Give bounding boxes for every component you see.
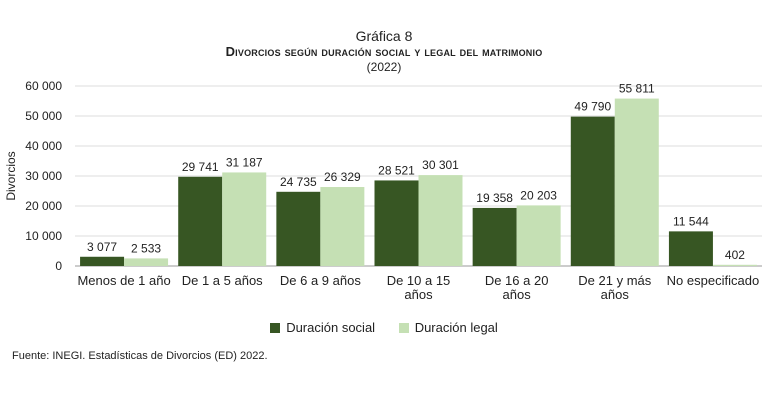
chart-year: (2022) — [366, 60, 402, 74]
y-tick-label: 10 000 — [25, 229, 62, 243]
y-axis-label: Divorcios — [4, 151, 18, 200]
chart-label: Gráfica 8 — [355, 28, 413, 44]
bar-social — [570, 116, 615, 266]
category-label: años — [503, 287, 532, 302]
data-label-legal: 26 329 — [324, 170, 361, 184]
category-label: años — [601, 287, 630, 302]
legend-item-social: Duración social — [270, 320, 375, 335]
legend-swatch-legal — [398, 322, 409, 333]
data-label-legal: 55 811 — [619, 82, 655, 96]
data-label-social: 24 735 — [280, 175, 317, 189]
data-label-legal: 31 187 — [226, 155, 263, 169]
category-label: De 10 a 15 — [387, 273, 451, 288]
category-label: De 1 a 5 años — [182, 273, 263, 288]
category-label: De 16 a 20 — [485, 273, 549, 288]
y-tick-label: 0 — [55, 259, 62, 273]
category-label: De 21 y más — [578, 273, 651, 288]
y-tick-label: 60 000 — [25, 79, 62, 93]
category-label: De 6 a 9 años — [280, 273, 361, 288]
bar-legal — [516, 205, 561, 266]
bar-legal — [418, 175, 463, 266]
y-tick-label: 20 000 — [25, 199, 62, 213]
bar-legal — [320, 187, 365, 266]
legend: Duración social Duración legal — [0, 320, 768, 336]
data-label-social: 11 544 — [673, 214, 709, 228]
bar-legal — [712, 264, 757, 266]
bar-legal — [614, 98, 659, 266]
y-tick-label: 30 000 — [25, 169, 62, 183]
data-label-legal: 402 — [725, 248, 745, 262]
data-label-social: 28 521 — [378, 163, 415, 177]
legend-item-legal: Duración legal — [398, 320, 498, 335]
data-label-legal: 20 203 — [520, 188, 557, 202]
data-label-legal: 2 533 — [131, 241, 161, 255]
legend-label-social: Duración social — [286, 320, 376, 335]
data-label-legal: 30 301 — [422, 158, 459, 172]
y-tick-label: 40 000 — [25, 139, 62, 153]
bar-social — [374, 180, 419, 266]
bar-social — [276, 191, 321, 266]
bar-legal — [124, 258, 169, 266]
bar-legal — [222, 172, 267, 266]
source-note: Fuente: INEGI. Estadísticas de Divorcios… — [12, 350, 268, 362]
category-label: años — [404, 287, 433, 302]
data-label-social: 29 741 — [182, 160, 219, 174]
bar-social — [178, 176, 223, 266]
legend-label-legal: Duración legal — [414, 320, 498, 335]
data-label-social: 19 358 — [476, 191, 513, 205]
chart-header: Gráfica 8 Divorcios según duración socia… — [0, 28, 768, 75]
data-label-social: 3 077 — [87, 240, 117, 254]
bar-social — [80, 256, 125, 266]
category-label: No especificado — [667, 273, 760, 288]
legend-swatch-social — [270, 322, 281, 333]
bar-chart: 0 10 000 20 000 30 000 40 000 50 000 60 000 Div… — [4, 79, 762, 302]
y-tick-label: 50 000 — [25, 109, 62, 123]
bar-social — [668, 231, 713, 266]
category-label: Menos de 1 año — [77, 273, 170, 288]
data-label-social: 49 790 — [574, 100, 611, 114]
chart-title: Divorcios según duración social y legal … — [225, 44, 543, 59]
bar-social — [472, 207, 517, 266]
